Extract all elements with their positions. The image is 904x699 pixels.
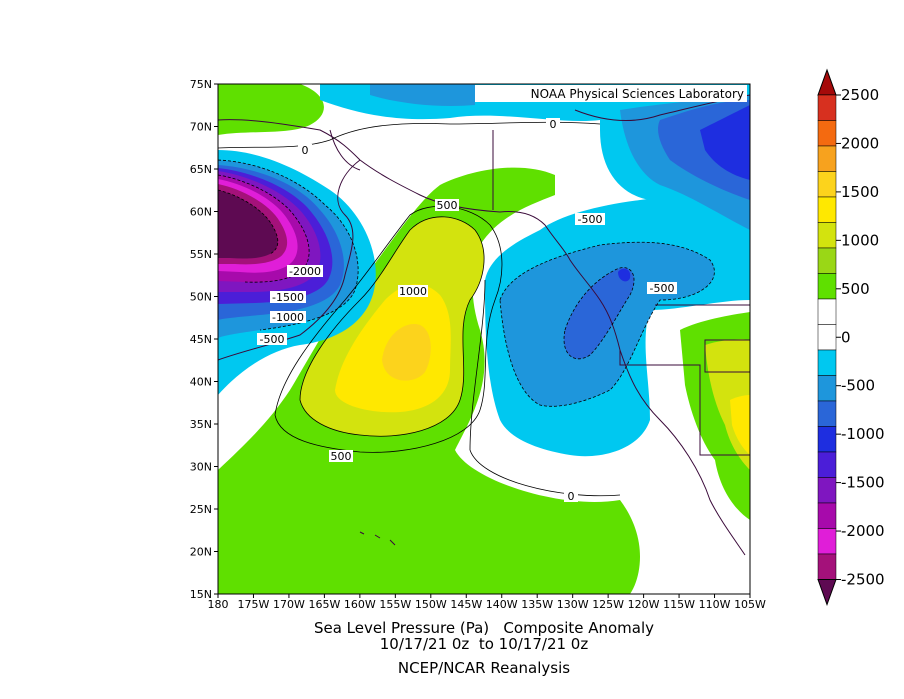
colorbar-swatch <box>817 145 837 172</box>
colorbar-swatch <box>817 451 837 478</box>
contour-labels: 0 0 0 500 500 1000 -500 -500 -500 -1000 … <box>257 118 677 503</box>
contour-label: -500 <box>578 213 603 226</box>
colorbar-swatch <box>817 273 837 300</box>
lon-tick-label: 160W <box>344 598 376 611</box>
lat-tick-label: 75N <box>190 78 212 91</box>
colorbar-swatch <box>817 324 837 351</box>
colorbar-swatch <box>817 477 837 504</box>
contour-label: 0 <box>302 144 309 157</box>
latitude-axis: 75N 70N 65N 60N 55N 50N 45N 40N 35N 30N 25N 20N 15N <box>190 78 218 601</box>
colorbar-label: -1500 <box>841 474 885 492</box>
contour-label: -500 <box>260 333 285 346</box>
contour-label: -2000 <box>289 265 321 278</box>
lat-tick-label: 40N <box>190 376 212 389</box>
colorbar-label: 2500 <box>841 86 879 104</box>
caption-line-2: 10/17/21 0z to 10/17/21 0z <box>379 635 589 653</box>
credit-box <box>475 85 747 102</box>
colorbar-label: 0 <box>841 328 851 346</box>
lat-tick-label: 60N <box>190 206 212 219</box>
lon-tick-label: 175W <box>238 598 270 611</box>
lon-tick-label: 120W <box>628 598 660 611</box>
colorbar-label: -1000 <box>841 425 885 443</box>
credit-text: NOAA Physical Sciences Laboratory <box>531 87 744 101</box>
lat-tick-label: 50N <box>190 291 212 304</box>
lon-tick-label: 150W <box>415 598 447 611</box>
lat-tick-label: 25N <box>190 503 212 516</box>
anomaly-field <box>218 84 750 594</box>
contour-label: -1000 <box>272 311 304 324</box>
contour-label: -1500 <box>272 291 304 304</box>
colorbar-swatch <box>817 502 837 529</box>
lon-tick-label: 180 <box>208 598 229 611</box>
colorbar-label: 1000 <box>841 231 879 249</box>
colorbar-swatch <box>817 528 837 555</box>
lon-tick-label: 170W <box>273 598 305 611</box>
colorbar-swatch <box>817 222 837 249</box>
lon-tick-label: 145W <box>450 598 482 611</box>
caption-line-3: NCEP/NCAR Reanalysis <box>397 659 571 677</box>
contour-label: 0 <box>568 490 575 503</box>
colorbar-max-arrow <box>817 68 837 96</box>
colorbar-swatch <box>817 553 837 580</box>
colorbar: 2500 2000 1500 1000 500 0 -500 -1000 -1500 -2000 -… <box>817 68 885 606</box>
colorbar-swatch <box>817 349 837 376</box>
contours <box>218 121 715 497</box>
contour-label: 1000 <box>399 285 427 298</box>
lat-tick-label: 35N <box>190 418 212 431</box>
longitude-axis: 180 175W 170W 165W 160W 155W 150W 145W 140W 135W 1… <box>208 594 766 611</box>
colorbar-label: 500 <box>841 280 870 298</box>
colorbar-swatch <box>817 375 837 402</box>
lon-tick-label: 110W <box>699 598 731 611</box>
colorbar-label: 1500 <box>841 183 879 201</box>
lon-tick-label: 105W <box>734 598 766 611</box>
colorbar-swatch <box>817 400 837 427</box>
lat-tick-label: 65N <box>190 163 212 176</box>
colorbar-label: -500 <box>841 377 875 395</box>
colorbar-swatch <box>817 196 837 223</box>
lat-tick-label: 70N <box>190 121 212 134</box>
lat-tick-label: 15N <box>190 588 212 601</box>
contour-label: 500 <box>331 450 352 463</box>
colorbar-swatch <box>817 120 837 147</box>
lat-tick-label: 30N <box>190 461 212 474</box>
colorbar-swatch <box>817 171 837 198</box>
lon-tick-label: 115W <box>663 598 695 611</box>
colorbar-label: 2000 <box>841 134 879 152</box>
lat-tick-label: 20N <box>190 546 212 559</box>
contour-label: 0 <box>550 118 557 131</box>
lat-tick-label: 45N <box>190 333 212 346</box>
lon-tick-label: 140W <box>486 598 518 611</box>
lat-tick-label: 55N <box>190 248 212 261</box>
colorbar-label: -2000 <box>841 522 885 540</box>
colorbar-swatch <box>817 94 837 121</box>
lon-tick-label: 125W <box>592 598 624 611</box>
lon-tick-label: 135W <box>521 598 553 611</box>
lon-tick-label: 155W <box>379 598 411 611</box>
lon-tick-label: 165W <box>308 598 340 611</box>
colorbar-swatch <box>817 247 837 274</box>
colorbar-label: -2500 <box>841 571 885 589</box>
contour-label: 500 <box>437 199 458 212</box>
colorbar-swatch <box>817 298 837 325</box>
colorbar-swatch <box>817 426 837 453</box>
lon-tick-label: 130W <box>557 598 589 611</box>
colorbar-min-arrow <box>817 579 837 606</box>
contour-label: -500 <box>650 282 675 295</box>
caption-line-1: Sea Level Pressure (Pa) Composite Anomal… <box>313 619 655 637</box>
